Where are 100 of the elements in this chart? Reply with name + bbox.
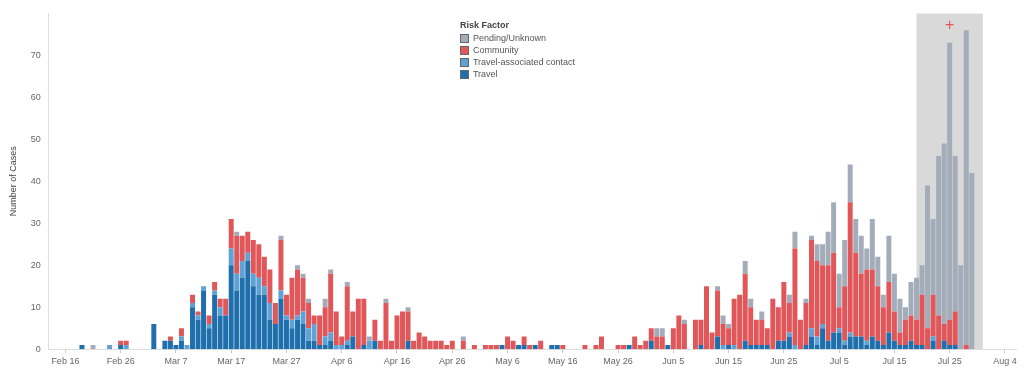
bar (532, 345, 538, 350)
bar (306, 298, 312, 304)
bar (963, 345, 969, 350)
y-tick-label: 0 (35, 343, 41, 354)
x-tick-label: May 16 (548, 356, 578, 367)
bar (372, 319, 378, 341)
y-tick-label: 30 (30, 217, 41, 228)
y-tick-label: 10 (30, 301, 41, 312)
legend-title: Risk Factor (459, 19, 510, 32)
bar (681, 319, 687, 325)
bar (283, 315, 289, 320)
legend-label: Travel-associated contact (472, 56, 576, 69)
bar (151, 324, 157, 350)
x-tick-label: Apr 16 (383, 356, 411, 367)
bar (178, 336, 184, 341)
bar (665, 345, 671, 350)
x-tick-label: Apr 6 (330, 356, 353, 367)
bar (726, 324, 732, 329)
bar (820, 324, 826, 329)
bar (720, 345, 726, 350)
y-tick-label: 50 (30, 133, 41, 144)
bar (786, 294, 792, 304)
band-label: + (945, 15, 955, 33)
bar (814, 336, 820, 345)
legend-label: Travel (472, 68, 498, 81)
bar (715, 336, 721, 350)
bar (842, 340, 848, 345)
bar (195, 315, 201, 320)
x-tick-label: Jun 25 (770, 356, 798, 367)
bar (405, 340, 411, 350)
bar (167, 336, 173, 341)
bar (366, 336, 372, 341)
bar (212, 282, 218, 291)
bar (212, 290, 218, 295)
bar (366, 340, 372, 350)
bar (786, 332, 792, 337)
x-tick-label: Feb 16 (51, 356, 80, 367)
bar (190, 303, 195, 308)
x-tick-label: Jun 15 (715, 356, 743, 367)
x-tick-label: Mar 7 (164, 356, 188, 367)
legend-label: Pending/Unknown (472, 32, 546, 45)
y-tick-label: 70 (30, 49, 41, 60)
bar (471, 345, 477, 350)
x-tick-label: Jul 5 (829, 356, 849, 367)
bar (521, 336, 527, 345)
y-tick-label: 20 (30, 259, 41, 270)
bar (538, 340, 544, 350)
x-tick-label: Mar 27 (272, 356, 301, 367)
bar (930, 336, 936, 341)
bar (278, 235, 284, 241)
bar (731, 345, 737, 350)
bar (809, 328, 814, 337)
bar (560, 345, 566, 350)
bar (847, 164, 853, 203)
bar (460, 340, 466, 350)
bar (698, 345, 704, 350)
y-tick-label: 40 (30, 175, 41, 186)
bar (245, 252, 251, 262)
bar (847, 332, 853, 337)
bar (792, 345, 798, 350)
bar (79, 345, 85, 350)
bar (748, 298, 754, 308)
bar (582, 345, 588, 350)
x-tick-label: Aug 4 (993, 356, 1017, 367)
bar (272, 303, 278, 325)
bar (460, 336, 466, 341)
bar (190, 294, 195, 304)
bar (206, 324, 212, 329)
bar (195, 311, 201, 316)
bar (626, 345, 632, 350)
y-axis-title: Number of Cases (7, 145, 18, 217)
bar (228, 248, 234, 266)
y-tick-label: 60 (30, 91, 41, 102)
bar (864, 340, 870, 345)
x-tick-label: May 6 (495, 356, 520, 367)
bar (278, 290, 284, 299)
bar (742, 261, 748, 274)
bar (118, 345, 124, 350)
bar (930, 340, 936, 350)
bar (178, 328, 184, 337)
bar (107, 345, 113, 350)
x-tick-label: Jun 5 (662, 356, 685, 367)
x-tick-label: Apr 26 (439, 356, 466, 367)
bar (267, 303, 273, 320)
bar (328, 269, 334, 274)
bar (372, 340, 378, 350)
x-tick-label: Feb 26 (106, 356, 135, 367)
bar (726, 345, 732, 350)
bar (880, 294, 886, 308)
bar (278, 240, 284, 291)
bar (123, 345, 129, 350)
bar (184, 345, 190, 350)
bar (715, 286, 721, 291)
bar (361, 345, 367, 350)
bar (759, 311, 765, 320)
x-tick-label: May 26 (603, 356, 633, 367)
bar (300, 273, 306, 278)
bar (648, 340, 654, 350)
bar (720, 315, 726, 325)
bar (527, 345, 533, 350)
